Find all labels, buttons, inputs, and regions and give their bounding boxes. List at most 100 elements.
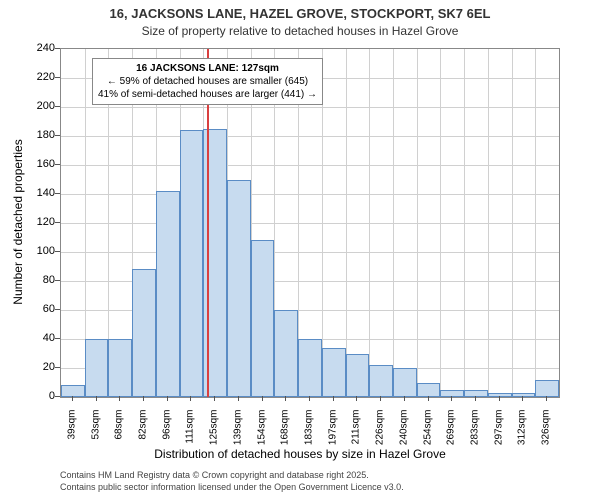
x-tick-mark: [404, 396, 405, 401]
y-tick-mark: [55, 280, 60, 281]
x-tick-mark: [96, 396, 97, 401]
gridline-v: [535, 49, 536, 397]
histogram-bar: [393, 368, 417, 397]
x-tick-mark: [546, 396, 547, 401]
y-tick-label: 160: [25, 158, 55, 170]
x-tick-mark: [262, 396, 263, 401]
x-tick-label: 226sqm: [375, 410, 386, 450]
histogram-bar: [227, 180, 251, 398]
info-box-line1: 16 JACKSONS LANE: 127sqm: [98, 62, 317, 75]
y-tick-mark: [55, 48, 60, 49]
footer-line-2: Contains public sector information licen…: [60, 482, 404, 494]
y-tick-label: 220: [25, 71, 55, 83]
y-tick-mark: [55, 309, 60, 310]
x-tick-mark: [309, 396, 310, 401]
gridline-v: [512, 49, 513, 397]
x-tick-label: 312sqm: [517, 410, 528, 450]
x-tick-mark: [356, 396, 357, 401]
x-tick-label: 96sqm: [161, 410, 172, 450]
y-tick-label: 40: [25, 332, 55, 344]
y-tick-mark: [55, 77, 60, 78]
histogram-bar: [298, 339, 322, 397]
y-tick-label: 180: [25, 129, 55, 141]
x-tick-mark: [190, 396, 191, 401]
x-tick-mark: [119, 396, 120, 401]
gridline-v: [417, 49, 418, 397]
x-tick-label: 39sqm: [66, 410, 77, 450]
x-tick-label: 111sqm: [185, 410, 196, 450]
y-tick-mark: [55, 251, 60, 252]
histogram-bar: [180, 130, 204, 397]
y-tick-mark: [55, 222, 60, 223]
y-tick-label: 100: [25, 245, 55, 257]
gridline-v: [488, 49, 489, 397]
histogram-bar: [85, 339, 109, 397]
gridline-h: [61, 136, 559, 137]
histogram-bar: [108, 339, 132, 397]
x-tick-label: 125sqm: [209, 410, 220, 450]
x-tick-label: 269sqm: [446, 410, 457, 450]
chart-title-sub: Size of property relative to detached ho…: [0, 24, 600, 38]
histogram-bar: [156, 191, 180, 397]
x-tick-mark: [143, 396, 144, 401]
x-tick-mark: [285, 396, 286, 401]
chart-footer: Contains HM Land Registry data © Crown c…: [60, 470, 404, 493]
histogram-bar: [132, 269, 156, 397]
y-tick-label: 80: [25, 274, 55, 286]
gridline-h: [61, 165, 559, 166]
x-tick-label: 240sqm: [398, 410, 409, 450]
x-tick-label: 154sqm: [256, 410, 267, 450]
y-tick-mark: [55, 135, 60, 136]
y-tick-mark: [55, 164, 60, 165]
x-tick-label: 211sqm: [351, 410, 362, 450]
y-axis-label: Number of detached properties: [11, 132, 25, 312]
histogram-bar: [274, 310, 298, 397]
gridline-v: [369, 49, 370, 397]
x-tick-mark: [333, 396, 334, 401]
y-tick-mark: [55, 338, 60, 339]
x-tick-label: 197sqm: [327, 410, 338, 450]
gridline-h: [61, 194, 559, 195]
x-tick-mark: [167, 396, 168, 401]
x-tick-mark: [451, 396, 452, 401]
info-box: 16 JACKSONS LANE: 127sqm← 59% of detache…: [92, 58, 323, 105]
histogram-bar: [369, 365, 393, 397]
gridline-h: [61, 252, 559, 253]
histogram-bar: [346, 354, 370, 398]
gridline-v: [440, 49, 441, 397]
x-tick-label: 53sqm: [90, 410, 101, 450]
histogram-bar: [417, 383, 441, 398]
histogram-bar: [251, 240, 275, 397]
x-tick-label: 183sqm: [304, 410, 315, 450]
x-tick-label: 326sqm: [541, 410, 552, 450]
gridline-v: [464, 49, 465, 397]
chart-container: 16, JACKSONS LANE, HAZEL GROVE, STOCKPOR…: [0, 0, 600, 500]
x-tick-mark: [72, 396, 73, 401]
gridline-v: [393, 49, 394, 397]
x-tick-label: 297sqm: [493, 410, 504, 450]
y-tick-label: 140: [25, 187, 55, 199]
gridline-h: [61, 107, 559, 108]
gridline-h: [61, 223, 559, 224]
histogram-bar: [535, 380, 559, 397]
y-tick-label: 240: [25, 42, 55, 54]
chart-title-main: 16, JACKSONS LANE, HAZEL GROVE, STOCKPOR…: [0, 6, 600, 21]
y-tick-mark: [55, 367, 60, 368]
x-tick-mark: [428, 396, 429, 401]
x-tick-label: 68sqm: [114, 410, 125, 450]
y-tick-label: 0: [25, 390, 55, 402]
x-tick-mark: [380, 396, 381, 401]
y-tick-mark: [55, 193, 60, 194]
gridline-v: [346, 49, 347, 397]
histogram-bar: [322, 348, 346, 397]
y-tick-label: 120: [25, 216, 55, 228]
x-tick-label: 82sqm: [138, 410, 149, 450]
x-tick-mark: [499, 396, 500, 401]
x-tick-label: 168sqm: [280, 410, 291, 450]
y-tick-mark: [55, 106, 60, 107]
x-tick-mark: [214, 396, 215, 401]
y-tick-mark: [55, 396, 60, 397]
x-tick-label: 254sqm: [422, 410, 433, 450]
histogram-bar: [61, 385, 85, 397]
footer-line-1: Contains HM Land Registry data © Crown c…: [60, 470, 404, 482]
